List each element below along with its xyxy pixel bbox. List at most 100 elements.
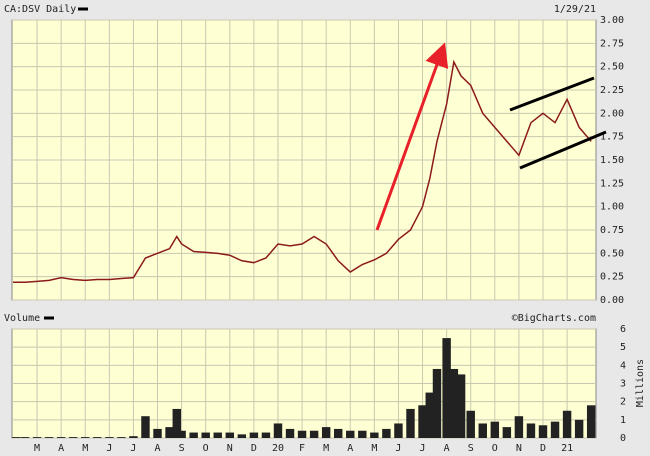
volume-bar — [586, 405, 596, 438]
channel-lower — [519, 130, 607, 170]
x-tick-label: A — [155, 443, 161, 454]
volume-bar — [93, 437, 102, 438]
y-tick-label: 2.00 — [600, 108, 624, 119]
x-tick-label: 20 — [272, 443, 284, 454]
y-tick-label: 1 — [620, 415, 626, 426]
volume-bar — [56, 437, 66, 438]
volume-bar — [165, 427, 174, 438]
volume-bar — [502, 427, 512, 438]
volume-bar — [68, 437, 78, 438]
y-tick-label: 0.25 — [600, 272, 624, 283]
x-tick-label: D — [251, 443, 257, 454]
volume-bar — [514, 416, 524, 438]
volume-bar — [273, 423, 283, 438]
volume-bar — [141, 416, 150, 438]
volume-bar — [418, 405, 427, 438]
volume-bar — [425, 392, 434, 438]
volume-bar — [129, 436, 138, 438]
y-tick-label: 0.00 — [600, 295, 624, 306]
volume-bar — [172, 408, 182, 438]
y-tick-label: 1.50 — [600, 155, 624, 166]
x-tick-label: J — [395, 443, 401, 454]
volume-bar — [333, 428, 343, 438]
x-tick-label: S — [179, 443, 185, 454]
volume-bar — [44, 437, 54, 438]
volume-bar — [432, 368, 442, 438]
x-tick-label: N — [227, 443, 233, 454]
volume-bar — [117, 437, 126, 438]
marks: M A M J J A S O N D 20 F M A M J J A S O N D 210.000.250.500.7… — [12, 15, 626, 454]
credit: ©BigCharts.com — [512, 313, 596, 324]
x-tick-label: M — [323, 443, 329, 454]
y-tick-label: 3 — [620, 379, 626, 390]
x-tick-label: J — [130, 443, 136, 454]
volume-bar — [81, 437, 90, 438]
y-tick-label: 2.25 — [600, 85, 624, 96]
y-tick-label: 2.75 — [600, 38, 624, 49]
volume-bar — [297, 430, 307, 438]
trend-arrow — [375, 42, 449, 231]
y-tick-label: 6 — [620, 324, 626, 335]
y-tick-label: 5 — [620, 342, 626, 353]
volume-bar — [237, 434, 247, 438]
y-tick-label: 1.25 — [600, 178, 624, 189]
volume-bar — [12, 437, 21, 438]
volume-bar — [105, 437, 114, 438]
date-label: 1/29/21 — [554, 4, 596, 15]
y-tick-label: 0.75 — [600, 225, 624, 236]
volume-bar — [189, 432, 198, 438]
y-tick-label: 1.00 — [600, 202, 624, 213]
volume-title: Volume — [4, 313, 40, 324]
volume-bar — [538, 425, 548, 438]
volume-bar — [358, 430, 367, 438]
y-tick-label: 2.50 — [600, 62, 624, 73]
channel-upper — [509, 76, 595, 112]
y-tick-label: 2 — [620, 397, 626, 408]
volume-bar — [225, 432, 235, 438]
x-tick-label: A — [444, 443, 450, 454]
x-tick-label: O — [492, 443, 498, 454]
x-tick-label: J — [420, 443, 426, 454]
price-line — [12, 59, 592, 284]
volume-bar — [466, 410, 475, 438]
volume-bar — [285, 428, 295, 438]
x-tick-label: A — [347, 443, 353, 454]
volume-bar — [321, 427, 331, 438]
x-tick-label: M — [34, 443, 40, 454]
volume-bar — [32, 437, 42, 438]
x-tick-label: M — [371, 443, 377, 454]
y-tick-label: 1.75 — [600, 132, 624, 143]
volume-bar — [20, 437, 30, 438]
volume-bar — [249, 432, 259, 438]
x-tick-label: N — [516, 443, 522, 454]
volume-bar — [550, 421, 560, 438]
volume-bar — [490, 421, 500, 438]
volume-bar — [213, 432, 222, 438]
volume-bar — [478, 423, 487, 438]
volume-bar — [201, 432, 210, 438]
volume-bar — [346, 430, 355, 438]
volume-bar — [153, 428, 162, 438]
x-tick-label: O — [203, 443, 209, 454]
y-tick-label: 3.00 — [600, 15, 624, 26]
volume-bar — [526, 423, 536, 438]
x-tick-label: M — [82, 443, 88, 454]
volume-bar — [394, 423, 403, 438]
y-tick-label: 0 — [620, 433, 626, 444]
volume-bar — [177, 430, 186, 438]
x-tick-label: F — [299, 443, 305, 454]
volume-bar — [456, 374, 466, 438]
x-tick-label: J — [106, 443, 112, 454]
volume-bar — [442, 338, 451, 438]
volume-bar — [574, 419, 584, 438]
y-tick-label: 0.50 — [600, 248, 624, 259]
volume-bar — [449, 368, 459, 438]
volume-bar — [309, 430, 319, 438]
chart-title: CA:DSV Daily — [4, 4, 76, 15]
y-axis-label: Millions — [635, 359, 646, 407]
x-tick-label: 21 — [561, 443, 573, 454]
volume-bar — [261, 432, 271, 438]
volume-bar — [370, 432, 379, 438]
